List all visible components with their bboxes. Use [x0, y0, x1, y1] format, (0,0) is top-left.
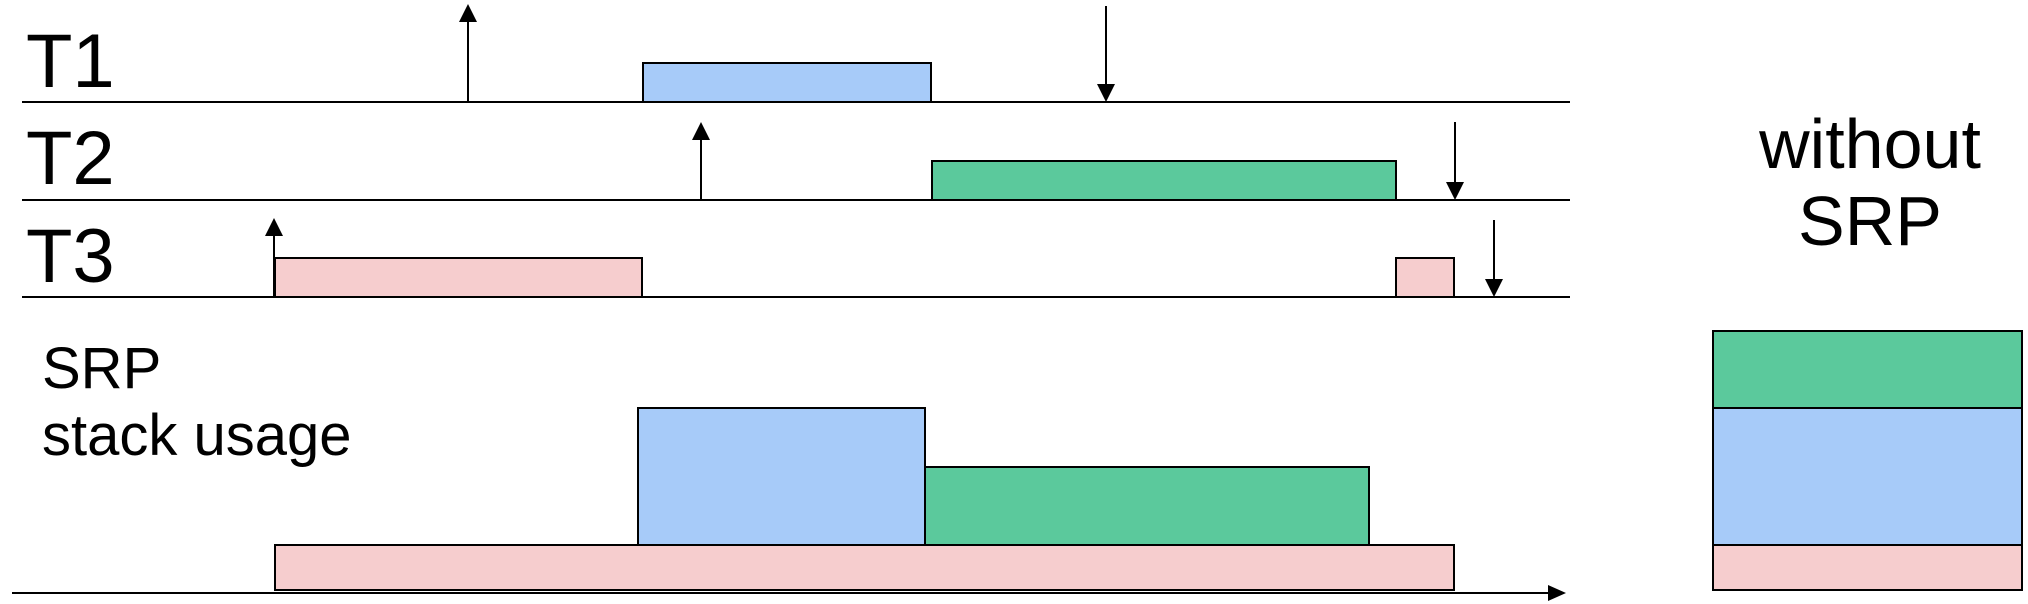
without-label-line1: without	[1759, 105, 1981, 183]
t2-release-arrow	[692, 122, 710, 200]
time-axis-arrow	[12, 585, 1566, 601]
srp-stack-t2	[924, 466, 1370, 546]
without-label-line2: SRP	[1798, 182, 1942, 260]
srp-stack-t3	[274, 544, 1455, 591]
t3-release-arrow	[265, 218, 283, 297]
without-srp-stack-t1	[1712, 407, 2023, 546]
srp-label-line1: SRP	[42, 336, 162, 401]
without-srp-stack-t3	[1712, 544, 2023, 591]
t3-execution-block-1	[274, 257, 643, 298]
t3-execution-block-2	[1395, 257, 1455, 298]
task-label-t2: T2	[26, 116, 115, 201]
srp-label-line2: stack usage	[42, 402, 352, 468]
task-label-t1: T1	[26, 19, 115, 104]
srp-stack-usage-label: SRP stack usage	[42, 336, 352, 469]
t2-deadline-arrow	[1446, 122, 1464, 200]
t2-execution-block	[931, 160, 1397, 201]
t1-deadline-arrow	[1097, 6, 1115, 102]
t1-execution-block	[642, 62, 932, 103]
srp-stack-t1	[637, 407, 926, 546]
without-srp-label: without SRP	[1736, 106, 2004, 260]
task-label-t3: T3	[26, 214, 115, 299]
without-srp-stack-t2	[1712, 330, 2023, 409]
t3-deadline-arrow	[1485, 220, 1503, 297]
t1-release-arrow	[459, 4, 477, 102]
